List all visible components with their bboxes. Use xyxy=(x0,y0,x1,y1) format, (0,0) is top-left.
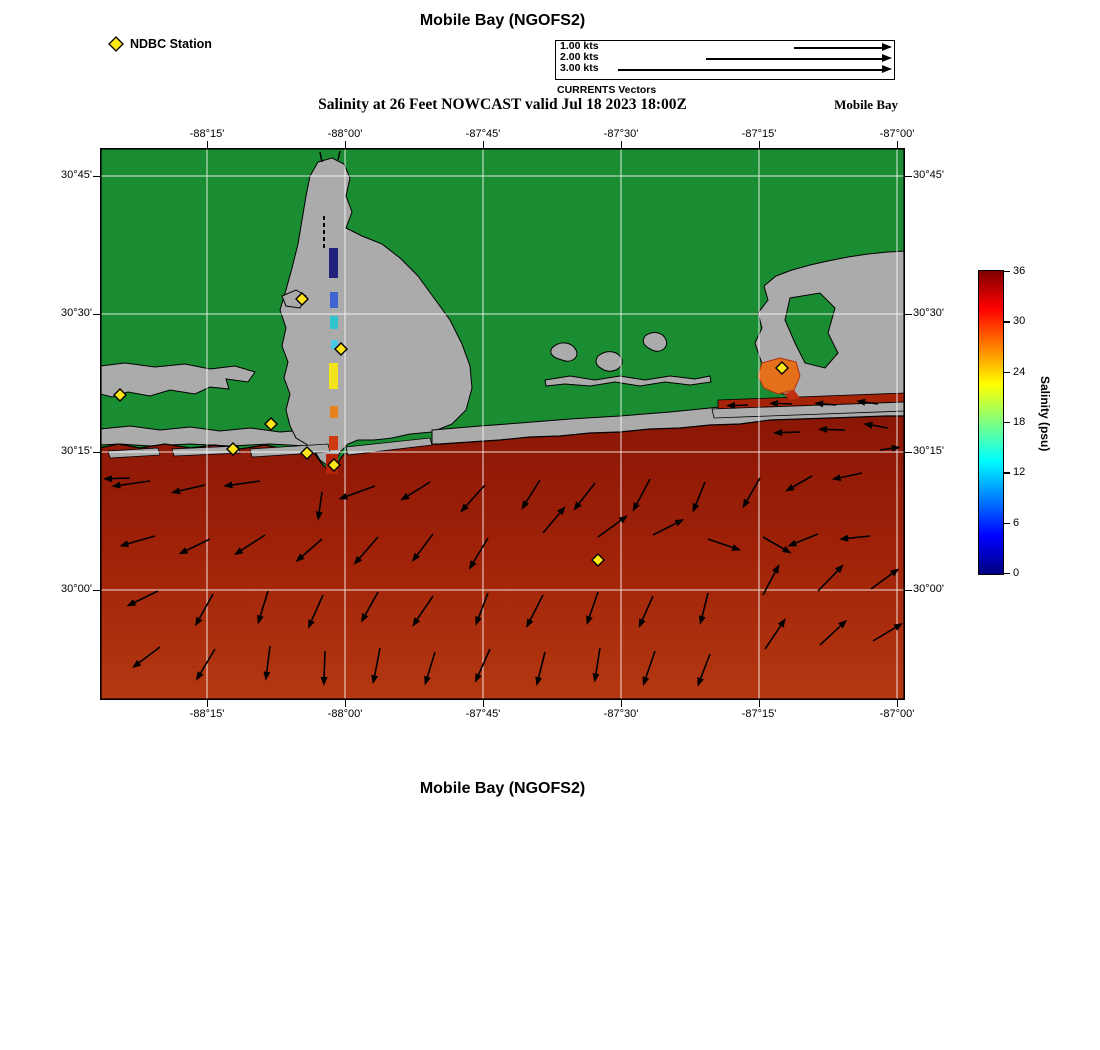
axis-tick xyxy=(905,590,912,592)
axis-tick xyxy=(345,700,347,707)
axis-tick xyxy=(207,141,209,148)
axis-tick xyxy=(759,141,761,148)
lon-tick-label-bottom: -88°15' xyxy=(189,708,225,720)
plot-subtitle: Salinity at 26 Feet NOWCAST valid Jul 18… xyxy=(318,96,687,113)
lon-tick-label-bottom: -87°30' xyxy=(603,708,639,720)
ndbc-legend-label: NDBC Station xyxy=(130,37,212,51)
colorbar-tick-value: 24 xyxy=(1013,365,1026,378)
axis-tick xyxy=(93,452,100,454)
map-canvas xyxy=(100,148,905,700)
gulf-water xyxy=(100,415,905,700)
lat-tick-label-right: 30°00' xyxy=(913,583,944,595)
perdido-bay-salinity-patch xyxy=(757,357,801,400)
lon-tick-label-bottom: -87°45' xyxy=(465,708,501,720)
currents-speed-label: 3.00 kts xyxy=(560,62,599,74)
currents-speed-line xyxy=(706,58,882,60)
axis-tick xyxy=(93,314,100,316)
colorbar-tick xyxy=(1004,371,1010,373)
lat-tick-label-left: 30°00' xyxy=(61,583,92,595)
colorbar-tick-value: 36 xyxy=(1013,265,1026,277)
lat-tick-label-left: 30°15' xyxy=(61,445,92,457)
lon-tick-label-bottom: -87°15' xyxy=(741,708,777,720)
axis-tick xyxy=(905,314,912,316)
axis-tick xyxy=(207,700,209,707)
lat-tick-label-right: 30°45' xyxy=(913,169,944,181)
colorbar-tick-value: 30 xyxy=(1013,315,1026,328)
axis-tick xyxy=(621,141,623,148)
colorbar-tick-value: 12 xyxy=(1013,466,1026,479)
axis-tick xyxy=(483,141,485,148)
axis-tick xyxy=(905,176,912,178)
axis-tick xyxy=(621,700,623,707)
barrier-islands xyxy=(107,437,433,459)
colorbar-tick xyxy=(1004,472,1010,474)
lat-tick-label-right: 30°15' xyxy=(913,445,944,457)
ndbc-station-markers xyxy=(113,292,789,567)
lat-tick-label-right: 30°30' xyxy=(913,307,944,319)
river-delta-marks xyxy=(319,150,341,248)
intracoastal-waterway xyxy=(711,392,905,419)
colorbar-tick xyxy=(1004,321,1010,323)
axis-tick xyxy=(483,700,485,707)
currents-speed-label: 1.00 kts xyxy=(560,40,599,52)
currents-arrowhead-icon xyxy=(882,65,892,73)
axis-tick xyxy=(759,700,761,707)
lon-tick-label-bottom: -87°00' xyxy=(879,708,915,720)
currents-speed-line xyxy=(618,69,882,71)
lon-tick-label-top: -87°30' xyxy=(603,128,639,140)
axis-tick xyxy=(897,141,899,148)
map-corner-label: Mobile Bay xyxy=(834,97,898,112)
colorbar-tick xyxy=(1004,522,1010,524)
axis-tick xyxy=(93,590,100,592)
ndbc-station-icon xyxy=(108,36,124,52)
lon-tick-label-bottom: -88°00' xyxy=(327,708,363,720)
lat-tick-label-left: 30°45' xyxy=(61,169,92,181)
lat-tick-label-left: 30°30' xyxy=(61,307,92,319)
lon-tick-label-top: -88°15' xyxy=(189,128,225,140)
colorbar-tick xyxy=(1004,271,1010,273)
axis-tick xyxy=(345,141,347,148)
currents-legend-title: CURRENTS Vectors xyxy=(557,84,657,96)
colorbar-tick xyxy=(1004,422,1010,424)
axis-tick xyxy=(897,700,899,707)
axis-tick xyxy=(93,176,100,178)
ndbc-legend: NDBC Station xyxy=(108,36,212,52)
currents-arrowhead-icon xyxy=(882,43,892,51)
currents-arrowhead-icon xyxy=(882,54,892,62)
lon-tick-label-top: -87°15' xyxy=(741,128,777,140)
axis-tick xyxy=(905,452,912,454)
current-vectors xyxy=(103,398,903,687)
lon-tick-label-top: -87°00' xyxy=(879,128,915,140)
map-border xyxy=(100,148,905,700)
colorbar-tick-value: 6 xyxy=(1013,516,1020,529)
lon-tick-label-top: -88°00' xyxy=(327,128,363,140)
colorbar-label: Salinity (psu) xyxy=(1038,376,1052,452)
colorbar-tick-value: 18 xyxy=(1013,416,1026,428)
colorbar-tick-value: 0 xyxy=(1013,567,1020,579)
colorbar-tick xyxy=(1004,573,1010,575)
plot-title-top: Mobile Bay (NGOFS2) xyxy=(419,12,586,29)
currents-legend-box: 1.00 kts 2.00 kts 3.00 kts xyxy=(555,40,895,80)
currents-speed-line xyxy=(794,47,882,49)
currents-speed-label: 2.00 kts xyxy=(560,51,599,63)
plot-title-bottom: Mobile Bay (NGOFS2) xyxy=(419,780,586,797)
lon-tick-label-top: -87°45' xyxy=(465,128,501,140)
colorbar xyxy=(978,270,1004,575)
